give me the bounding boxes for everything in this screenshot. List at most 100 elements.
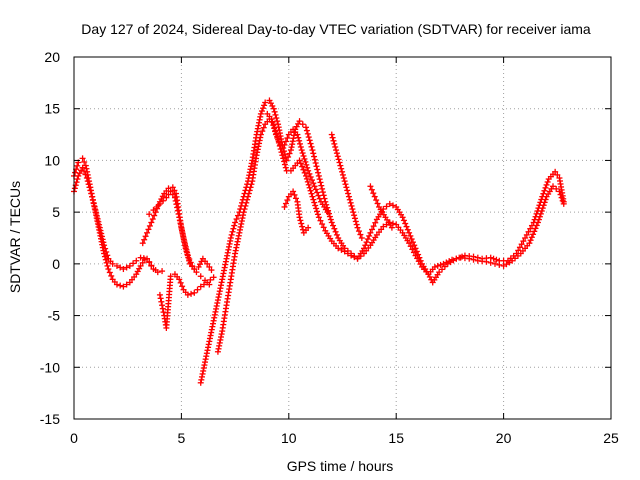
plus-marker (294, 131, 301, 138)
plus-marker (330, 222, 337, 229)
plus-marker (137, 262, 144, 269)
plus-marker (305, 224, 312, 231)
plus-marker (149, 216, 156, 223)
plus-marker (189, 262, 196, 269)
plus-marker (311, 199, 318, 206)
plus-marker (374, 200, 381, 207)
plus-marker (89, 197, 96, 204)
plus-marker (338, 165, 345, 172)
plus-marker (75, 172, 82, 179)
plus-marker (296, 214, 303, 221)
plus-marker (284, 135, 291, 142)
plus-marker (556, 188, 563, 195)
plus-marker (281, 203, 288, 210)
plus-marker (308, 190, 315, 197)
plus-marker (537, 210, 544, 217)
plus-marker (560, 200, 567, 207)
plus-marker (146, 259, 153, 266)
plus-marker (167, 188, 174, 195)
plus-marker (333, 150, 340, 157)
y-tick-label: 15 (44, 101, 60, 117)
plus-marker (453, 255, 460, 262)
plus-marker (443, 259, 450, 266)
plus-marker (299, 163, 306, 170)
plus-marker (296, 157, 303, 164)
plus-marker (314, 211, 321, 218)
y-tick-label: -15 (40, 411, 60, 427)
plus-marker (327, 216, 334, 223)
plus-marker (247, 184, 254, 191)
plus-marker (94, 215, 101, 222)
plus-marker (243, 199, 250, 206)
plus-marker (248, 181, 255, 188)
plus-marker (153, 203, 160, 210)
plus-marker (297, 217, 304, 224)
plus-marker (368, 186, 375, 193)
plus-marker (308, 177, 315, 184)
plus-marker (191, 266, 198, 273)
plus-marker (353, 221, 360, 228)
plus-marker (338, 246, 345, 253)
plus-marker (159, 268, 166, 275)
plus-marker (184, 249, 191, 256)
plus-marker (193, 269, 200, 276)
plus-marker (172, 197, 179, 204)
plus-marker (302, 158, 309, 165)
plus-marker (437, 261, 444, 268)
plus-marker (345, 190, 352, 197)
plus-marker (230, 225, 237, 232)
grid (74, 57, 611, 419)
plus-marker (101, 242, 108, 249)
plus-marker (206, 263, 213, 270)
plus-marker (487, 254, 494, 261)
plus-marker (309, 193, 316, 200)
plus-marker (351, 212, 358, 219)
plus-marker (553, 185, 560, 192)
plus-marker (542, 184, 549, 191)
plus-marker (310, 180, 317, 187)
plus-marker (261, 102, 268, 109)
plus-marker (279, 152, 286, 159)
plus-marker (316, 176, 323, 183)
plus-marker (332, 228, 339, 235)
plus-marker (410, 249, 417, 256)
plus-marker (310, 150, 317, 157)
plus-marker (257, 131, 264, 138)
plus-marker (440, 260, 447, 267)
plus-marker (533, 222, 540, 229)
plus-marker (89, 193, 96, 200)
plus-marker (302, 124, 309, 131)
plus-marker (233, 216, 240, 223)
plus-marker (304, 178, 311, 185)
x-tick-labels: 0 5 10 15 20 25 (70, 430, 619, 446)
plus-marker (299, 150, 306, 157)
plus-marker (117, 282, 124, 289)
plus-marker (71, 185, 78, 192)
plus-marker (158, 298, 165, 305)
plus-marker (351, 215, 358, 222)
plus-marker (412, 245, 419, 252)
plus-marker (541, 199, 548, 206)
plus-marker (526, 240, 533, 247)
plus-marker (407, 232, 414, 239)
plus-marker (554, 171, 561, 178)
plus-marker (208, 267, 215, 274)
plus-marker (87, 187, 94, 194)
plus-marker (300, 166, 307, 173)
plus-marker (516, 244, 523, 251)
plus-marker (319, 221, 326, 228)
plus-marker (528, 234, 535, 241)
plus-marker (314, 208, 321, 215)
plus-marker (182, 243, 189, 250)
plus-marker (271, 125, 278, 132)
y-tick-label: 0 (52, 256, 60, 272)
plus-marker (290, 188, 297, 195)
plus-marker (281, 161, 288, 168)
plus-marker (527, 225, 534, 232)
plus-marker (176, 276, 183, 283)
y-axis-label: SDTVAR / TECUs (7, 181, 23, 293)
x-axis-label: GPS time / hours (287, 458, 394, 474)
plus-marker (271, 108, 278, 115)
plus-marker (259, 128, 266, 135)
plus-marker (539, 205, 546, 212)
